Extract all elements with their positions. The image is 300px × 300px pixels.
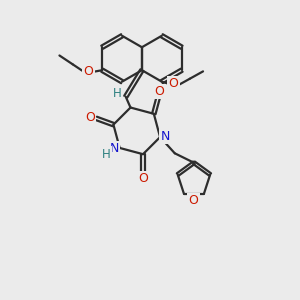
Text: H: H: [102, 148, 111, 161]
Text: O: O: [139, 172, 148, 185]
Text: N: N: [161, 130, 170, 143]
Text: O: O: [169, 77, 178, 90]
Text: N: N: [110, 142, 119, 155]
Text: O: O: [154, 85, 164, 98]
Text: H: H: [113, 87, 122, 100]
Text: O: O: [83, 65, 93, 79]
Text: O: O: [188, 194, 198, 207]
Text: O: O: [85, 111, 95, 124]
